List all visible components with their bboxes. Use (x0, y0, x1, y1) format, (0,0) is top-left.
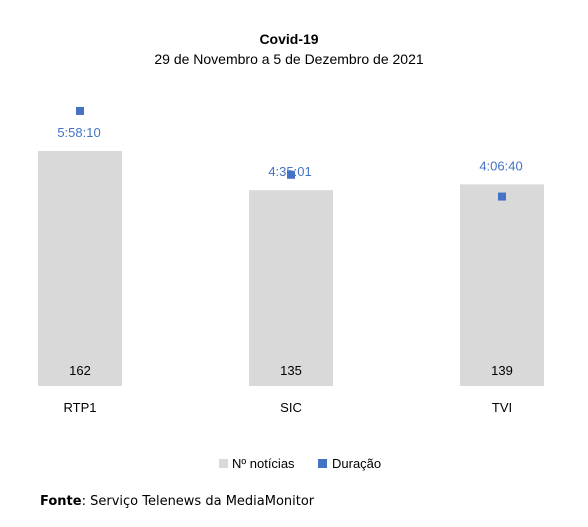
legend-swatch-duracao (318, 459, 327, 468)
source-colon: : (81, 494, 91, 509)
duration-marker-tvi (498, 192, 506, 201)
legend-label-duracao: Duração (332, 456, 381, 471)
chart-subtitle: 29 de Novembro a 5 de Dezembro de 2021 (154, 51, 423, 67)
bar-tvi (460, 184, 544, 386)
bar-rtp1 (38, 151, 122, 386)
category-label-rtp1: RTP1 (64, 400, 97, 415)
legend-label-noticias: Nº notícias (232, 456, 295, 471)
duration-label-sic: 4:35:01 (268, 164, 311, 179)
bar-value-label-tvi: 139 (491, 363, 513, 378)
duration-label-tvi: 4:06:40 (479, 158, 522, 173)
category-label-tvi: TVI (492, 400, 512, 415)
duration-marker-sic (287, 170, 295, 179)
source-note: Fonte: Serviço Telenews da MediaMonitor (40, 494, 314, 509)
legend-swatch-noticias (219, 459, 228, 468)
category-label-sic: SIC (280, 400, 302, 415)
source-text: Serviço Telenews da MediaMonitor (90, 494, 315, 509)
duration-marker-rtp1 (76, 106, 84, 115)
bar-value-label-rtp1: 162 (69, 363, 91, 378)
duration-label-rtp1: 5:58:10 (57, 125, 100, 140)
legend: Nº notícias Duração (219, 456, 381, 471)
source-label: Fonte (40, 494, 82, 509)
plot-area: 162 5:58:10 RTP1 135 4:35:01 SIC 139 4:06:40 TVI (38, 106, 544, 415)
bar-sic (249, 190, 333, 386)
chart-title: Covid-19 (259, 31, 318, 47)
bar-value-label-sic: 135 (280, 363, 302, 378)
